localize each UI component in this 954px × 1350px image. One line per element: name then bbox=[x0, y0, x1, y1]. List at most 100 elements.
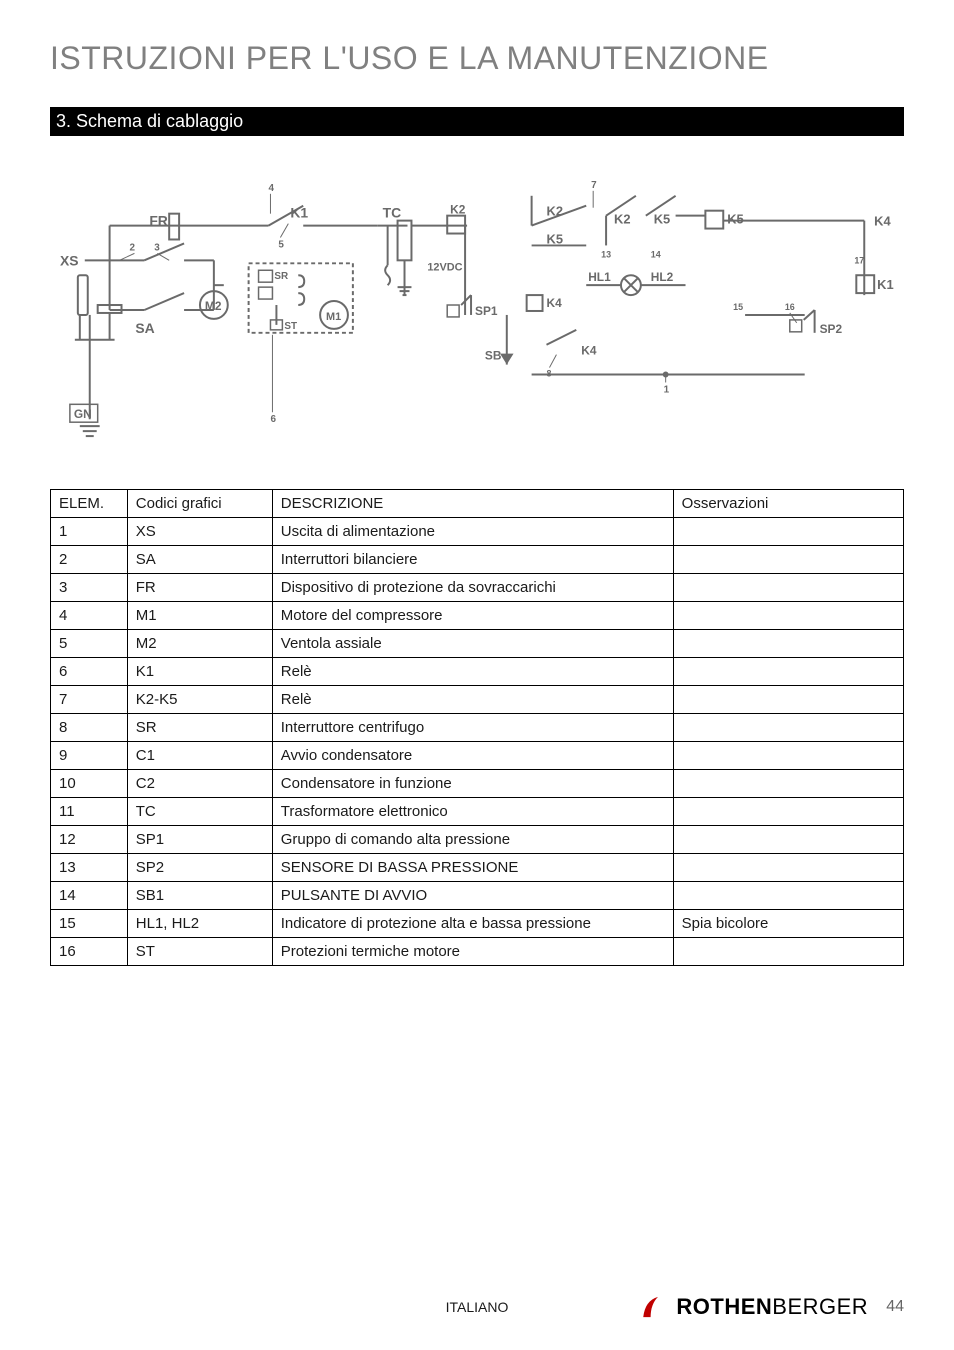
brand-swoosh-icon bbox=[644, 1297, 659, 1317]
footer-language: ITALIANO bbox=[446, 1299, 509, 1315]
label-k4c: K4 bbox=[581, 344, 597, 358]
wiring-diagram: XS GN 2 bbox=[50, 166, 904, 449]
label-sa: SA bbox=[135, 320, 154, 336]
table-cell: SENSORE DI BASSA PRESSIONE bbox=[272, 854, 673, 882]
label-k1: K1 bbox=[290, 205, 308, 221]
table-row: 15HL1, HL2Indicatore di protezione alta … bbox=[51, 910, 904, 938]
svg-text:8: 8 bbox=[547, 369, 552, 379]
table-cell: SA bbox=[127, 546, 272, 574]
svg-text:13: 13 bbox=[601, 249, 611, 259]
col-osserv: Osservazioni bbox=[673, 490, 903, 518]
svg-text:4: 4 bbox=[268, 183, 274, 194]
table-cell: HL1, HL2 bbox=[127, 910, 272, 938]
table-cell: C2 bbox=[127, 770, 272, 798]
table-cell: ST bbox=[127, 938, 272, 966]
svg-text:2: 2 bbox=[129, 242, 135, 253]
label-sp2: SP2 bbox=[820, 322, 843, 336]
table-row: 2SAInterruttori bilanciere bbox=[51, 546, 904, 574]
table-cell: PULSANTE DI AVVIO bbox=[272, 882, 673, 910]
table-row: 6K1Relè bbox=[51, 658, 904, 686]
label-st: ST bbox=[284, 321, 297, 332]
label-sb: SB bbox=[485, 349, 502, 363]
label-sp1: SP1 bbox=[475, 304, 498, 318]
table-cell: SP2 bbox=[127, 854, 272, 882]
table-cell: SR bbox=[127, 714, 272, 742]
table-cell bbox=[673, 546, 903, 574]
table-cell: Dispositivo di protezione da sovraccaric… bbox=[272, 574, 673, 602]
label-k5a: K5 bbox=[547, 231, 563, 246]
label-k4b: K4 bbox=[874, 214, 891, 229]
section-heading-text: 3. Schema di cablaggio bbox=[56, 111, 243, 131]
table-cell bbox=[673, 686, 903, 714]
table-cell: SB1 bbox=[127, 882, 272, 910]
table-cell: 12 bbox=[51, 826, 128, 854]
label-tc: TC bbox=[383, 205, 402, 221]
table-row: 1XSUscita di alimentazione bbox=[51, 518, 904, 546]
svg-text:15: 15 bbox=[733, 302, 743, 312]
label-12vdc: 12VDC bbox=[427, 261, 462, 273]
label-m1: M1 bbox=[326, 311, 341, 323]
table-cell bbox=[673, 658, 903, 686]
table-cell: 7 bbox=[51, 686, 128, 714]
table-cell: 2 bbox=[51, 546, 128, 574]
table-cell: TC bbox=[127, 798, 272, 826]
table-cell: K2-K5 bbox=[127, 686, 272, 714]
table-cell: Avvio condensatore bbox=[272, 742, 673, 770]
svg-text:7: 7 bbox=[591, 180, 597, 191]
label-k1b: K1 bbox=[877, 277, 893, 292]
brand-bold: ROTHEN bbox=[676, 1294, 772, 1319]
table-row: 7K2-K5Relè bbox=[51, 686, 904, 714]
label-k2c: K2 bbox=[614, 212, 630, 227]
page-title: ISTRUZIONI PER L'USO E LA MANUTENZIONE bbox=[50, 40, 904, 77]
table-cell: 6 bbox=[51, 658, 128, 686]
table-cell bbox=[673, 938, 903, 966]
table-row: 5M2Ventola assiale bbox=[51, 630, 904, 658]
page-footer: ITALIANO ROTHENBERGER 44 bbox=[0, 1294, 954, 1320]
svg-text:14: 14 bbox=[651, 249, 661, 259]
label-k5b: K5 bbox=[654, 212, 670, 227]
svg-text:1: 1 bbox=[664, 384, 670, 395]
table-row: 14SB1PULSANTE DI AVVIO bbox=[51, 882, 904, 910]
label-xs: XS bbox=[60, 252, 79, 268]
table-cell: 5 bbox=[51, 630, 128, 658]
svg-text:5: 5 bbox=[278, 239, 284, 250]
table-cell bbox=[673, 742, 903, 770]
wiring-table: ELEM. Codici grafici DESCRIZIONE Osserva… bbox=[50, 489, 904, 966]
table-cell: XS bbox=[127, 518, 272, 546]
table-cell: 16 bbox=[51, 938, 128, 966]
table-cell: FR bbox=[127, 574, 272, 602]
label-sr: SR bbox=[274, 271, 288, 282]
table-cell: Protezioni termiche motore bbox=[272, 938, 673, 966]
table-cell: 14 bbox=[51, 882, 128, 910]
table-row: 4M1Motore del compressore bbox=[51, 602, 904, 630]
table-cell: Spia bicolore bbox=[673, 910, 903, 938]
table-cell: Uscita di alimentazione bbox=[272, 518, 673, 546]
table-cell: Interruttore centrifugo bbox=[272, 714, 673, 742]
table-row: 13SP2SENSORE DI BASSA PRESSIONE bbox=[51, 854, 904, 882]
table-cell bbox=[673, 854, 903, 882]
table-cell: K1 bbox=[127, 658, 272, 686]
label-m2: M2 bbox=[205, 299, 222, 313]
page-number: 44 bbox=[886, 1298, 904, 1316]
label-k4a: K4 bbox=[547, 296, 563, 310]
table-cell: Condensatore in funzione bbox=[272, 770, 673, 798]
label-k2b: K2 bbox=[547, 204, 563, 219]
svg-text:6: 6 bbox=[270, 414, 276, 425]
table-cell: 13 bbox=[51, 854, 128, 882]
table-cell bbox=[673, 630, 903, 658]
label-k5c: K5 bbox=[727, 212, 743, 227]
table-cell: 4 bbox=[51, 602, 128, 630]
table-cell bbox=[673, 602, 903, 630]
label-gn: GN bbox=[74, 407, 92, 421]
label-k2a: K2 bbox=[450, 203, 466, 217]
col-codici: Codici grafici bbox=[127, 490, 272, 518]
table-cell: M1 bbox=[127, 602, 272, 630]
table-cell bbox=[673, 714, 903, 742]
brand-rest: BERGER bbox=[772, 1294, 868, 1319]
table-cell bbox=[673, 518, 903, 546]
table-cell: 1 bbox=[51, 518, 128, 546]
table-cell: 11 bbox=[51, 798, 128, 826]
table-header-row: ELEM. Codici grafici DESCRIZIONE Osserva… bbox=[51, 490, 904, 518]
table-row: 3FRDispositivo di protezione da sovracca… bbox=[51, 574, 904, 602]
section-heading: 3. Schema di cablaggio bbox=[50, 107, 904, 136]
